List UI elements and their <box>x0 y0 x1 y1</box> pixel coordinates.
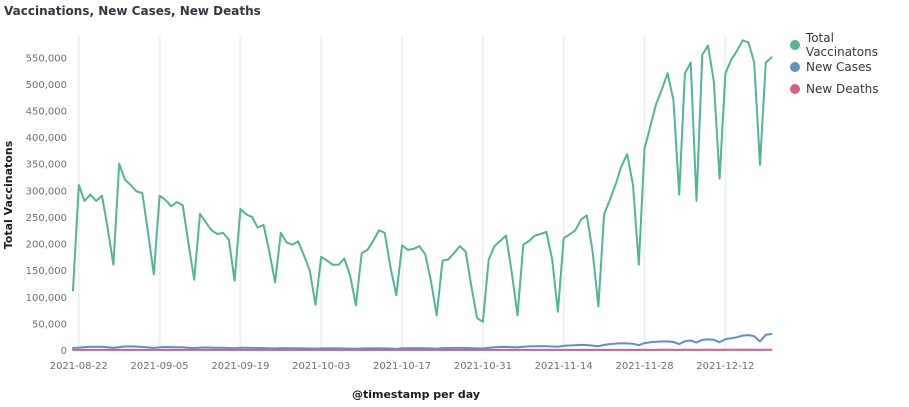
legend-item[interactable]: New Cases <box>790 56 909 78</box>
y-tick-label: 400,000 <box>26 133 67 144</box>
y-axis-title: Total Vaccinatons <box>2 140 15 249</box>
series-line-total-vaccinatons[interactable] <box>73 40 772 322</box>
x-tick-label: 2021-12-12 <box>696 361 754 372</box>
y-tick-label: 250,000 <box>26 213 67 224</box>
series-line-new-cases[interactable] <box>73 334 772 349</box>
y-tick-label: 0 <box>61 346 67 357</box>
legend-item[interactable]: Total Vaccinatons <box>790 34 909 56</box>
x-axis: 2021-08-22 2021-09-05 2021-09-19 2021-10-03… <box>50 361 755 372</box>
x-tick-label: 2021-11-14 <box>535 361 593 372</box>
x-tick-label: 2021-09-05 <box>131 361 189 372</box>
x-tick-label: 2021-11-28 <box>615 361 673 372</box>
x-tick-label: 2021-10-31 <box>454 361 512 372</box>
y-tick-label: 200,000 <box>26 240 67 251</box>
grid-layer <box>79 36 726 350</box>
y-tick-label: 150,000 <box>26 266 67 277</box>
x-tick-label: 2021-08-22 <box>50 361 108 372</box>
y-tick-label: 500,000 <box>26 80 67 91</box>
legend-item[interactable]: New Deaths <box>790 78 909 100</box>
y-tick-label: 550,000 <box>26 53 67 64</box>
y-axis: 0 50,000 100,000 150,000 200,000 250,000 300,0… <box>26 53 67 357</box>
legend-label: Total Vaccinatons <box>806 31 909 59</box>
legend-label: New Deaths <box>806 82 879 96</box>
x-tick-label: 2021-10-17 <box>373 361 431 372</box>
y-tick-label: 300,000 <box>26 186 67 197</box>
legend: Total Vaccinatons New Cases New Deaths <box>790 34 909 100</box>
legend-swatch-icon <box>790 84 800 94</box>
y-tick-label: 50,000 <box>32 319 67 330</box>
x-tick-label: 2021-10-03 <box>292 361 350 372</box>
y-tick-label: 100,000 <box>26 293 67 304</box>
y-tick-label: 450,000 <box>26 107 67 118</box>
legend-swatch-icon <box>790 40 800 50</box>
legend-label: New Cases <box>806 60 872 74</box>
x-axis-title: @timestamp per day <box>352 388 480 401</box>
legend-swatch-icon <box>790 62 800 72</box>
x-tick-label: 2021-09-19 <box>211 361 269 372</box>
series-layer <box>73 40 772 350</box>
y-tick-label: 350,000 <box>26 160 67 171</box>
